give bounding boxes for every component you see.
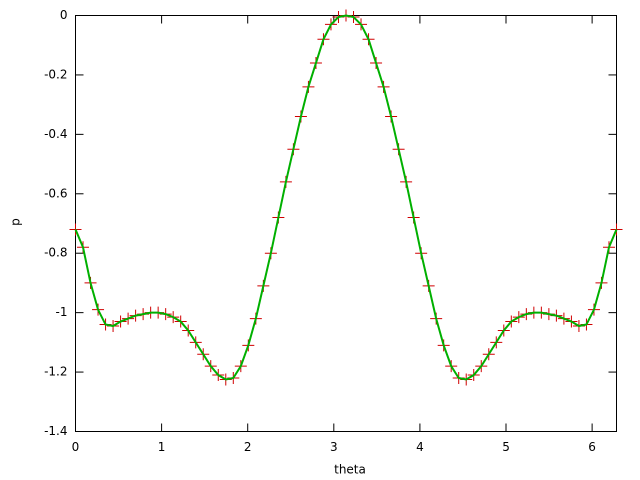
x-tick-label: 0 [72,440,80,454]
y-tick-label: 0 [60,8,68,22]
x-tick-label: 4 [416,440,424,454]
x-tick-label: 6 [588,440,596,454]
y-tick-label: -1.2 [44,365,67,379]
x-tick-label: 5 [502,440,510,454]
y-tick-label: -0.8 [44,246,67,260]
x-tick-label: 1 [158,440,166,454]
x-axis-label: theta [334,463,366,477]
y-tick-label: -0.6 [44,186,67,200]
x-tick-label: 3 [330,440,338,454]
plot-border [75,15,617,432]
data-line [74,14,618,381]
y-tick-label: -1 [56,305,68,319]
y-tick-label: -1.4 [44,424,67,438]
x-tick-label: 2 [244,440,252,454]
y-tick-label: -0.4 [44,127,67,141]
y-tick-label: -0.2 [44,67,67,81]
y-axis-label: p [9,218,23,226]
